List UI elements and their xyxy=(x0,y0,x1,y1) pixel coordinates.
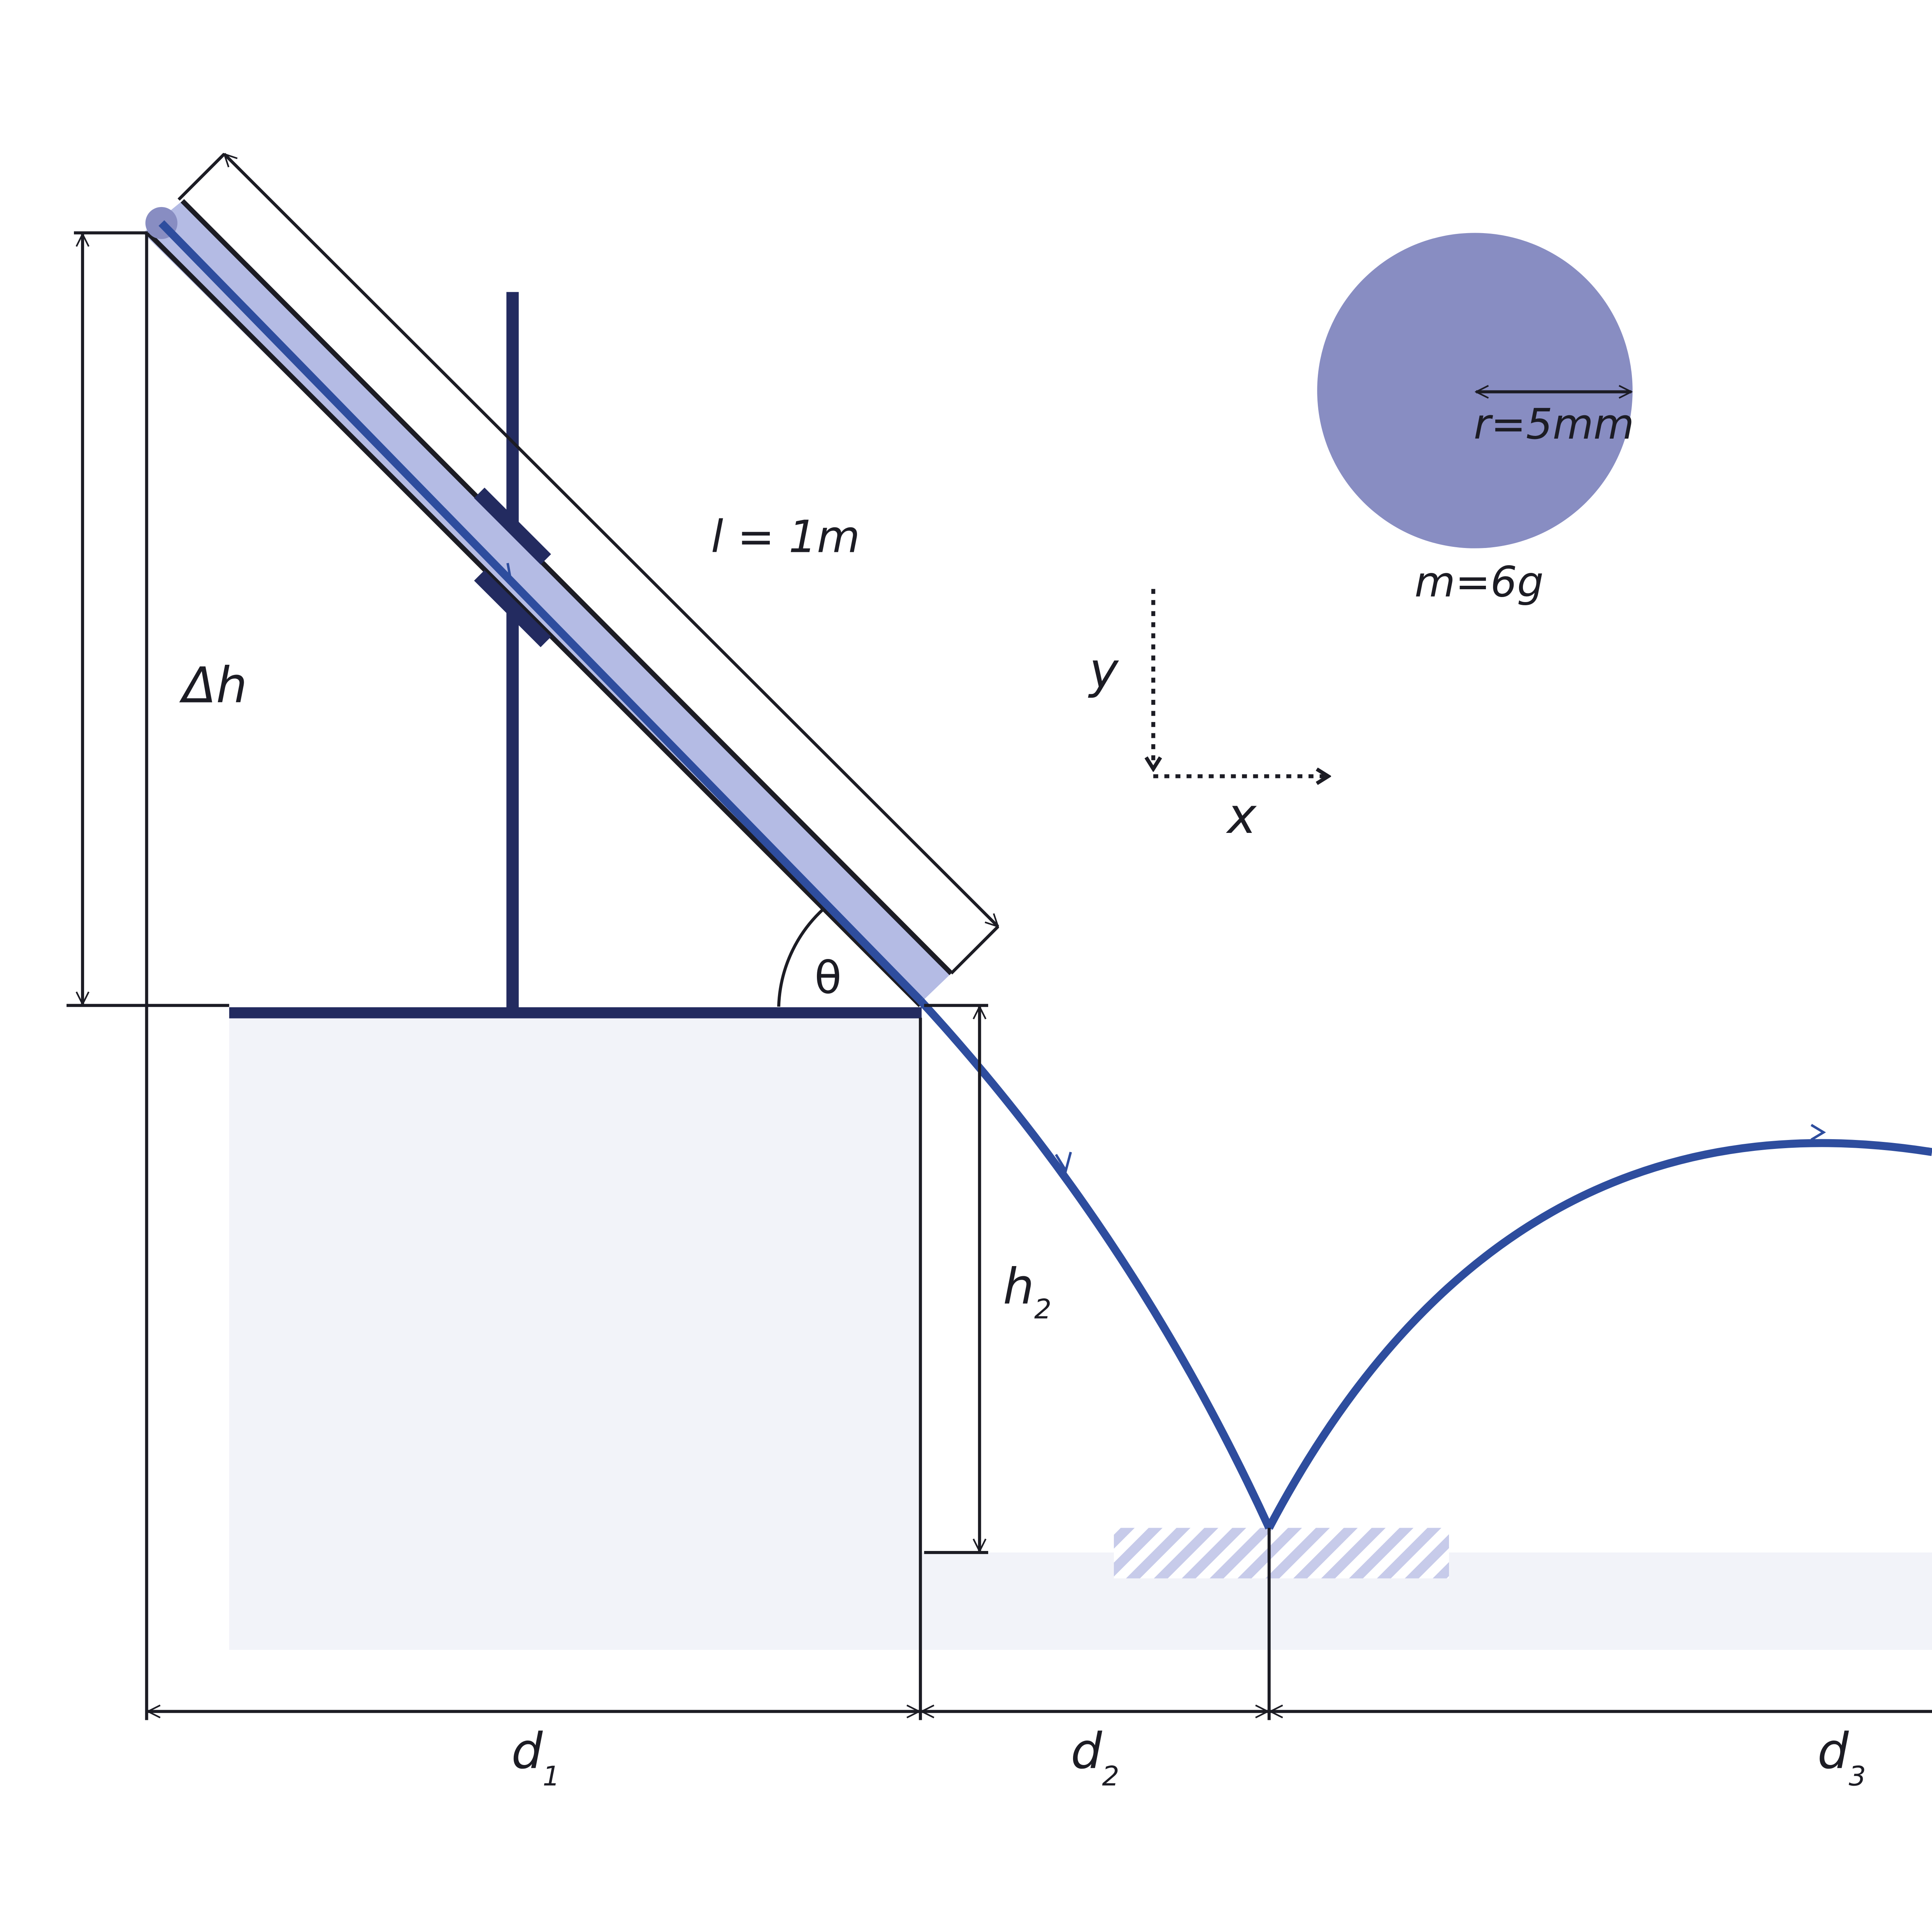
length-label: l = 1m xyxy=(711,511,860,562)
d1-main: d xyxy=(511,1722,543,1780)
d3-label: d3 xyxy=(1818,1722,1866,1792)
delta-h-label: Δh xyxy=(179,657,248,714)
table-block xyxy=(229,1017,920,1650)
angle-label: θ xyxy=(815,952,842,1004)
trajectory-arrow-fall xyxy=(1055,1152,1072,1174)
d2-label: d2 xyxy=(1071,1722,1119,1792)
d1-label: d1 xyxy=(511,1722,560,1792)
axis-y-label: y xyxy=(1088,642,1119,699)
landing-zone-hatch xyxy=(1114,1528,1449,1579)
coordinate-axes xyxy=(1153,589,1328,776)
ramp xyxy=(143,199,953,1007)
d3-sub: 3 xyxy=(1849,1760,1866,1792)
radius-label: r=5mm xyxy=(1474,400,1634,449)
trajectory-arrow-bounce xyxy=(1811,1124,1826,1141)
h2-main: h xyxy=(1003,1258,1034,1315)
length-dimension xyxy=(177,154,998,975)
h2-sub: 2 xyxy=(1034,1293,1051,1325)
mass-label: m=6g xyxy=(1414,558,1544,606)
d-dimensions xyxy=(145,233,1932,1720)
ball-detail xyxy=(1317,233,1633,548)
h2-dimension xyxy=(924,1004,988,1554)
angle-arc xyxy=(777,908,824,1007)
d2-main: d xyxy=(1071,1722,1102,1780)
d1-sub: 1 xyxy=(543,1760,560,1792)
d2-sub: 2 xyxy=(1102,1760,1119,1792)
d3-main: d xyxy=(1818,1722,1849,1780)
h2-label: h2 xyxy=(1003,1258,1052,1325)
axis-x-label: x xyxy=(1226,787,1257,845)
